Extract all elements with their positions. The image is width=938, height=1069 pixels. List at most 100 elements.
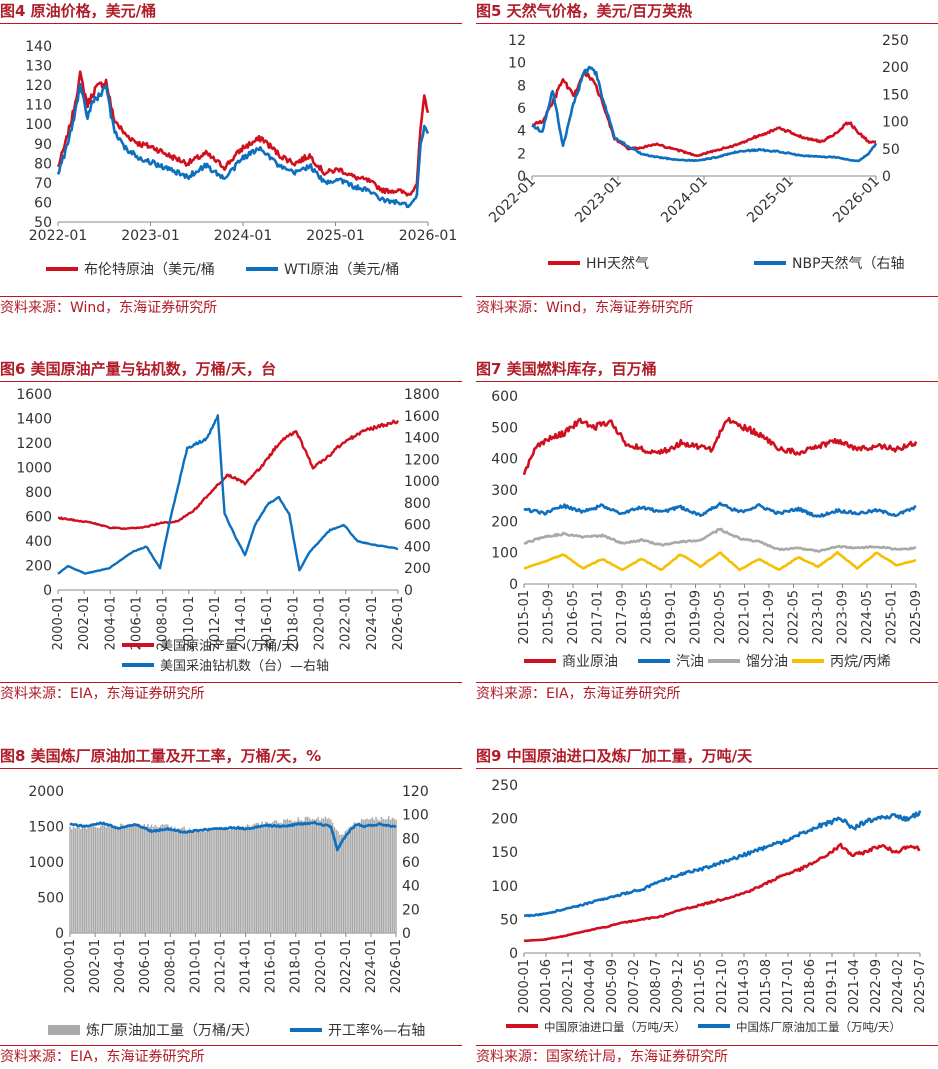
legend-label: 商业原油 bbox=[562, 654, 618, 670]
bar bbox=[168, 827, 171, 933]
bar bbox=[85, 828, 88, 933]
bar bbox=[373, 819, 375, 933]
chart-source: 资料来源：EIA，东海证券研究所 bbox=[476, 682, 938, 706]
x-tick-label: 2025-01 bbox=[885, 590, 900, 644]
x-tick-label: 2014-03 bbox=[737, 959, 752, 1013]
bar bbox=[340, 834, 343, 933]
bar bbox=[295, 821, 298, 933]
bar bbox=[279, 822, 281, 933]
y2-tick-label: 1400 bbox=[404, 431, 440, 447]
bar bbox=[196, 829, 198, 933]
x-tick-label: 2018-05 bbox=[640, 590, 655, 644]
bar bbox=[172, 828, 174, 933]
bar bbox=[129, 823, 131, 933]
bar bbox=[359, 822, 361, 933]
bar bbox=[78, 826, 80, 933]
x-tick-label: 2005-09 bbox=[605, 959, 620, 1013]
bar bbox=[177, 828, 180, 933]
y-tick-label: 8 bbox=[517, 78, 526, 94]
bar bbox=[71, 829, 73, 933]
chart-title: 图7 美国燃料库存，百万桶 bbox=[476, 358, 938, 382]
y-tick-label: 130 bbox=[25, 59, 52, 75]
bar bbox=[306, 816, 308, 933]
bar bbox=[190, 830, 193, 933]
bar bbox=[136, 823, 138, 933]
legend-item: WTI原油（美元/桶 bbox=[246, 262, 399, 278]
x-tick-label: 2006-01 bbox=[138, 939, 153, 993]
bar bbox=[277, 822, 280, 933]
natural-gas-chart: 0 2 4 6 8 10 12 0 50 100 150 200 250 2022-01 2023-01 20… bbox=[486, 33, 909, 272]
bar bbox=[252, 824, 254, 933]
bar bbox=[389, 819, 392, 933]
bar bbox=[348, 827, 350, 933]
bar bbox=[331, 822, 334, 933]
bar bbox=[302, 821, 305, 933]
bar bbox=[371, 817, 374, 933]
bar bbox=[388, 816, 390, 933]
legend-item: 汽油 bbox=[638, 654, 704, 670]
x-tick-label: 2018-01 bbox=[289, 939, 304, 993]
legend-item: 美国原油产量（万桶/天） bbox=[122, 639, 307, 654]
y2-tick-label: 200 bbox=[404, 561, 431, 577]
chart-panel-us-refinery: 图8 美国炼厂原油加工量及开工率，万桶/天，% 0 500 1000 1500 2000… bbox=[0, 745, 462, 1069]
legend-label: 丙烷/丙烯 bbox=[830, 654, 891, 670]
bar bbox=[326, 818, 328, 933]
bar bbox=[186, 830, 189, 933]
bar bbox=[103, 824, 106, 933]
y-tick-label: 400 bbox=[25, 534, 52, 550]
y-tick-label: 110 bbox=[25, 98, 52, 114]
bar bbox=[235, 829, 238, 933]
y-tick-label: 50 bbox=[34, 215, 52, 231]
y-tick-label: 1500 bbox=[28, 820, 64, 836]
x-tick-label: 2002-11 bbox=[561, 959, 576, 1013]
bar bbox=[138, 826, 140, 933]
x-tick-label: 2000-01 bbox=[63, 939, 78, 993]
bar bbox=[119, 823, 122, 933]
x-tick-label: 2002-01 bbox=[88, 939, 103, 993]
bar bbox=[364, 819, 366, 933]
bar bbox=[114, 825, 117, 933]
legend-label: WTI原油（美元/桶 bbox=[284, 262, 399, 278]
series-line-blue bbox=[523, 501, 917, 518]
x-tick-label: 2023-01 bbox=[121, 228, 180, 244]
legend-label: 中国原油进口量（万吨/天） bbox=[544, 1020, 686, 1034]
chart-title: 图4 原油价格，美元/桶 bbox=[0, 0, 462, 24]
x-tick-label: 2014-01 bbox=[239, 939, 254, 993]
bar bbox=[201, 831, 203, 933]
legend-item: 开工率%—右轴 bbox=[290, 1022, 425, 1039]
bar bbox=[310, 819, 312, 933]
bar bbox=[159, 825, 162, 933]
bar bbox=[275, 820, 278, 933]
bar bbox=[261, 821, 263, 933]
x-tick-label: 2008-01 bbox=[156, 596, 171, 650]
x-tick-label: 2022-05 bbox=[787, 590, 802, 644]
x-tick-label: 2012-01 bbox=[213, 939, 228, 993]
bar bbox=[134, 823, 136, 933]
y2-tick-label: 0 bbox=[882, 169, 891, 185]
x-tick-label: 2020-01 bbox=[314, 939, 329, 993]
bar bbox=[299, 820, 301, 933]
bar bbox=[342, 834, 345, 933]
bar bbox=[360, 818, 363, 933]
y-tick-label: 1400 bbox=[16, 412, 52, 428]
chart-source: 资料来源：EIA，东海证券研究所 bbox=[0, 682, 462, 706]
chart-panel-natural-gas: 图5 天然气价格，美元/百万英热 0 2 4 6 8 10 12 0 50 100 150 200 25… bbox=[476, 0, 938, 330]
legend-label: 开工率%—右轴 bbox=[328, 1022, 425, 1039]
bar bbox=[368, 819, 370, 933]
bar bbox=[225, 828, 227, 933]
y2-tick-label: 800 bbox=[404, 496, 431, 512]
bar bbox=[234, 829, 236, 933]
bar bbox=[319, 820, 321, 933]
bar bbox=[203, 828, 205, 933]
chart-panel-oil-price: 图4 原油价格，美元/桶 50 60 70 80 90 100 110 120 130 140 20… bbox=[0, 0, 462, 330]
series-line-blue bbox=[56, 82, 430, 209]
bar bbox=[92, 825, 95, 933]
series-line-red bbox=[523, 842, 921, 943]
y-tick-label: 100 bbox=[25, 117, 52, 133]
x-tick-label: 2018-01 bbox=[286, 596, 301, 650]
bar bbox=[208, 829, 211, 933]
x-tick-label: 2012-01 bbox=[208, 596, 223, 650]
x-tick-label: 2026-01 bbox=[391, 596, 406, 650]
bar bbox=[270, 823, 272, 933]
x-tick-label: 2004-01 bbox=[103, 596, 118, 650]
